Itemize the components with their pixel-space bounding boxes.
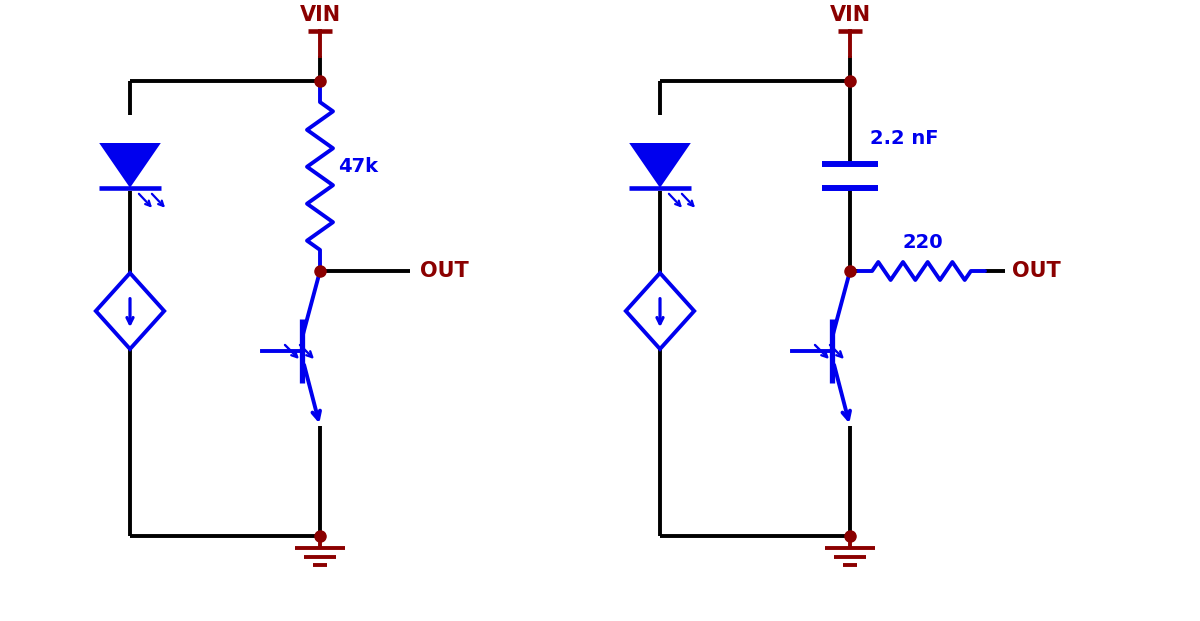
- Text: 220: 220: [902, 233, 943, 252]
- Text: 47k: 47k: [338, 156, 378, 176]
- Polygon shape: [100, 143, 161, 188]
- Text: VIN: VIN: [300, 5, 341, 25]
- Text: 2.2 nF: 2.2 nF: [870, 129, 938, 148]
- Polygon shape: [629, 143, 691, 188]
- Text: OUT: OUT: [1012, 261, 1061, 281]
- Polygon shape: [626, 273, 694, 349]
- Text: VIN: VIN: [829, 5, 870, 25]
- Polygon shape: [96, 273, 164, 349]
- Text: OUT: OUT: [420, 261, 469, 281]
